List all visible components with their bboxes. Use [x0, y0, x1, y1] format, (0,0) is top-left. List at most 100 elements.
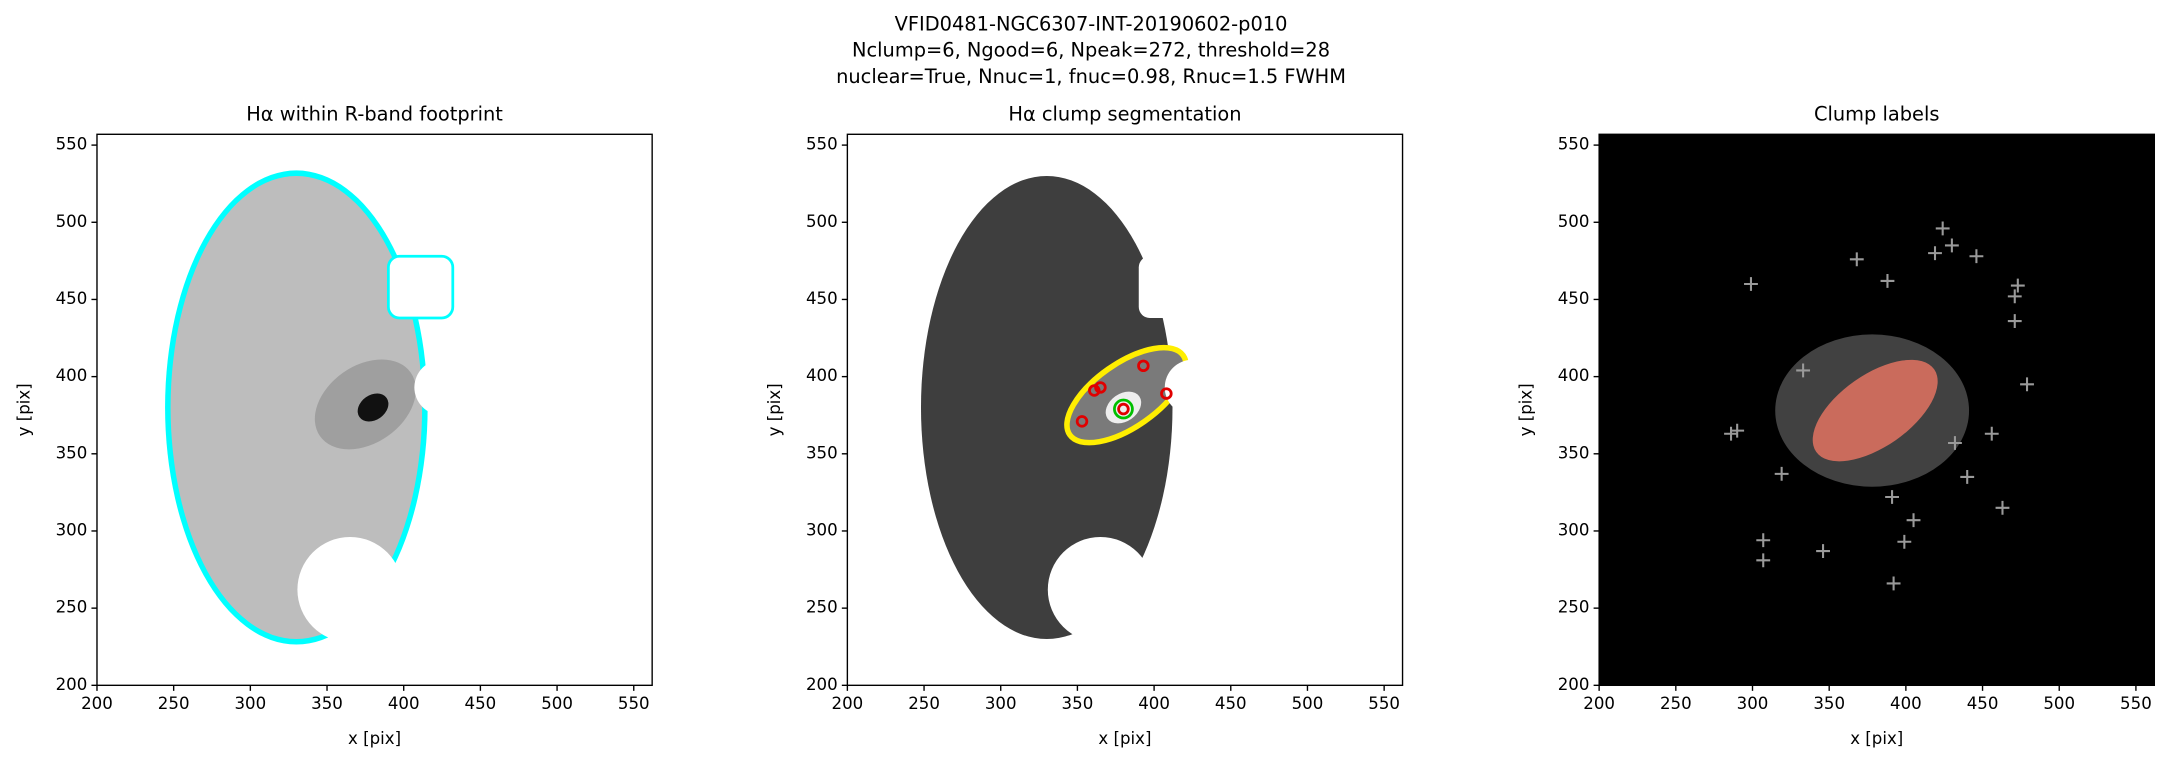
panel: Clump labels x [pix] y [pix] 200 250 300 350 40…	[1517, 102, 2156, 748]
peak-marker	[1774, 466, 1789, 481]
y-tick-label: 200	[56, 675, 88, 694]
nucleus-marker	[1113, 398, 1134, 420]
x-tick-label: 400	[1138, 694, 1170, 713]
core	[357, 393, 389, 422]
y-tick-label: 300	[806, 520, 838, 539]
x-tick-label: 550	[1368, 694, 1400, 713]
x-tick-label: 350	[1813, 694, 1845, 713]
mask	[1164, 359, 1221, 416]
clump-label	[1812, 359, 1938, 462]
x-tick-label: 550	[618, 694, 650, 713]
mask	[386, 254, 455, 320]
y-tick-label: 450	[806, 289, 838, 308]
x-tick-label: 300	[234, 694, 266, 713]
peak-marker	[1724, 426, 1738, 441]
galaxy	[170, 175, 423, 640]
y-tick-label: 350	[806, 443, 838, 462]
clump-marker	[1075, 415, 1089, 428]
y-tick-label: 550	[1558, 135, 1590, 154]
x-tick-label: 300	[985, 694, 1017, 713]
y-tick-label: 450	[1558, 289, 1590, 308]
x-tick-label: 200	[832, 694, 864, 713]
clump-marker	[1088, 384, 1101, 397]
mask	[414, 359, 470, 416]
x-tick-label: 450	[1967, 694, 1999, 713]
panel: Hα clump segmentation x [pix] y [pix] 200 25…	[765, 102, 1404, 748]
x-tick-label: 250	[908, 694, 940, 713]
figure-title: VFID0481-NGC6307-INT-20190602-p010	[895, 12, 1288, 35]
peak-marker	[1744, 277, 1758, 291]
y-tick-label: 500	[56, 212, 88, 231]
panel-title: Clump labels	[1814, 102, 1939, 125]
peak-marker	[1948, 436, 1962, 450]
y-tick-label: 350	[1558, 443, 1590, 462]
y-tick-label: 250	[806, 598, 838, 617]
image	[1599, 134, 2155, 686]
peak-marker	[1984, 426, 1999, 441]
mask	[297, 537, 403, 643]
x-tick-label: 200	[1583, 694, 1615, 713]
core	[1105, 391, 1142, 424]
peak-marker	[2020, 377, 2034, 392]
peak-marker	[1995, 500, 2010, 515]
y-axis-label: y [pix]	[14, 383, 33, 436]
y-tick-label: 400	[1558, 366, 1590, 385]
x-tick-label: 500	[2043, 694, 2075, 713]
x-tick-label: 450	[465, 694, 497, 713]
mask	[1218, 445, 1351, 579]
y-tick-label: 250	[1558, 598, 1590, 617]
peak-marker	[1886, 576, 1901, 591]
peak-marker	[1756, 553, 1771, 568]
mask	[1047, 537, 1154, 643]
x-axis-label: x [pix]	[348, 729, 401, 748]
clump-marker	[1160, 387, 1173, 400]
x-axis-label: x [pix]	[1850, 729, 1903, 748]
y-tick-label: 300	[56, 520, 88, 539]
y-tick-label: 500	[806, 212, 838, 231]
y-axis-label: y [pix]	[1517, 383, 1536, 436]
clump-marker	[1137, 359, 1150, 373]
x-tick-label: 200	[81, 694, 113, 713]
peak-marker	[2010, 278, 2025, 293]
peak-marker	[1960, 470, 1975, 484]
y-tick-label: 200	[1558, 675, 1590, 694]
y-tick-label: 450	[56, 289, 88, 308]
peak-marker	[1880, 274, 1895, 288]
x-axis-label: x [pix]	[1098, 729, 1151, 748]
x-tick-label: 400	[388, 694, 420, 713]
x-tick-label: 450	[1215, 694, 1247, 713]
x-tick-label: 500	[541, 694, 573, 713]
peak-marker	[1756, 533, 1771, 548]
y-tick-label: 550	[806, 135, 838, 154]
peak-marker	[1969, 249, 1984, 264]
axes-frame	[96, 133, 653, 687]
peak-marker	[1730, 423, 1745, 438]
peak-marker	[1944, 238, 1959, 253]
mask	[1226, 265, 1246, 285]
peak-marker	[2007, 314, 2022, 328]
y-tick-label: 350	[56, 443, 88, 462]
image	[96, 134, 653, 686]
peak-marker	[1885, 490, 1899, 504]
clump-marker	[1094, 381, 1107, 394]
panel-title: Hα clump segmentation	[1008, 102, 1241, 125]
axes-frame	[1598, 133, 2156, 687]
y-tick-label: 550	[56, 135, 88, 154]
y-tick-label: 200	[806, 675, 838, 694]
figure-title: nuclear=True, Nnuc=1, fnuc=0.98, Rnuc=1.…	[836, 65, 1346, 88]
peak-marker	[1816, 544, 1830, 558]
figure-title: Nclump=6, Ngood=6, Npeak=272, threshold=…	[852, 39, 1330, 62]
y-tick-label: 250	[56, 598, 88, 617]
x-tick-label: 350	[311, 694, 343, 713]
image	[847, 134, 1403, 686]
peak-marker	[1906, 513, 1921, 528]
y-tick-label: 500	[1558, 212, 1590, 231]
x-tick-label: 500	[1292, 694, 1324, 713]
clump-marker	[1117, 402, 1130, 416]
mask	[1138, 256, 1204, 318]
x-tick-label: 250	[158, 694, 190, 713]
mask	[475, 265, 496, 285]
panel: Hα within R-band footprint x [pix] y [pix]…	[14, 102, 653, 748]
